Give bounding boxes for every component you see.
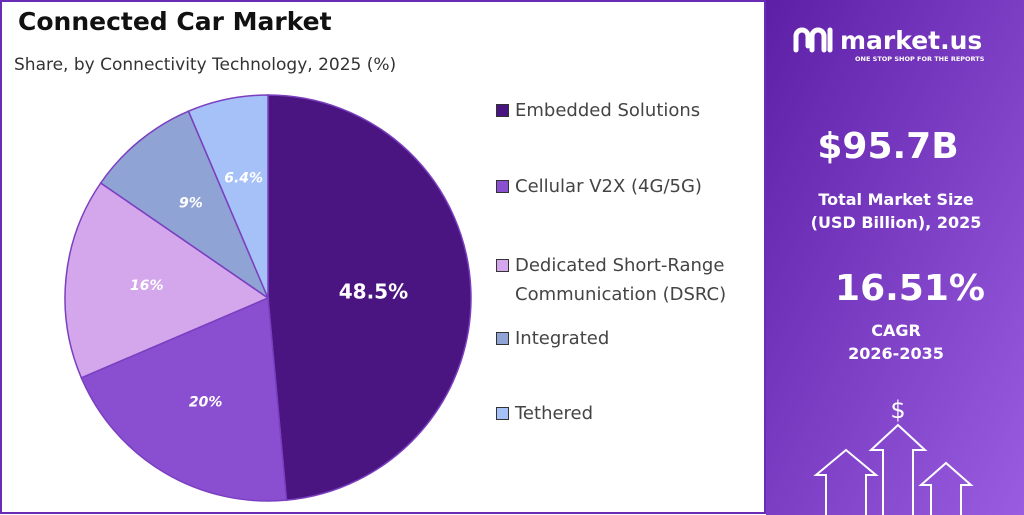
legend-item: Dedicated Short-Range Communication (DSR… xyxy=(496,251,761,309)
chart-title: Connected Car Market xyxy=(18,7,332,36)
dollar-icon: $ xyxy=(890,396,905,424)
pie-slice xyxy=(187,94,269,299)
pie: 48.5% 20% 16% 9% 6.4% xyxy=(64,94,472,502)
data-label: 16% xyxy=(130,278,164,294)
legend-label: Embedded Solutions xyxy=(515,100,701,121)
arrows xyxy=(813,423,974,515)
cagr: 16.51% xyxy=(835,268,985,309)
legend-label: Dedicated Short-Range Communication (DSR… xyxy=(515,255,727,305)
side-panel xyxy=(766,0,1024,515)
data-label: 6.4% xyxy=(224,171,263,187)
legend-swatch xyxy=(496,180,509,193)
legend-label: Tethered xyxy=(515,403,594,424)
cagr-label: 2026-2035 xyxy=(848,344,944,363)
chart-subtitle: Share, by Connectivity Technology, 2025 … xyxy=(14,55,396,75)
legend-item: Cellular V2X (4G/5G) xyxy=(496,172,702,201)
legend-label: Integrated xyxy=(515,328,610,349)
legend-swatch xyxy=(496,332,509,345)
legend-swatch xyxy=(496,104,509,117)
logo: market.us ONE STOP SHOP FOR THE REPORTS xyxy=(793,26,985,63)
tagline: ONE STOP SHOP FOR THE REPORTS xyxy=(855,55,985,63)
legend-item: Tethered xyxy=(496,399,593,428)
market-size-label: (USD Billion), 2025 xyxy=(811,213,982,232)
data-label: 48.5% xyxy=(339,280,408,304)
legend-swatch xyxy=(496,259,509,272)
pie-slice xyxy=(64,181,270,379)
pie-slice xyxy=(80,296,288,502)
brand: market.us xyxy=(840,26,982,55)
logo-icon xyxy=(793,27,833,53)
data-label: 20% xyxy=(189,395,223,411)
cagr-label: CAGR xyxy=(871,321,921,340)
legend-label: Cellular V2X (4G/5G) xyxy=(515,176,702,197)
pie-slice xyxy=(267,94,472,501)
pie-slice xyxy=(99,110,270,301)
market-size: $95.7B xyxy=(817,126,958,167)
legend-item: Integrated xyxy=(496,324,609,353)
legend-item: Embedded Solutions xyxy=(496,96,700,125)
market-size-label: Total Market Size xyxy=(818,190,973,209)
data-label: 9% xyxy=(179,196,203,212)
legend-swatch xyxy=(496,407,509,420)
